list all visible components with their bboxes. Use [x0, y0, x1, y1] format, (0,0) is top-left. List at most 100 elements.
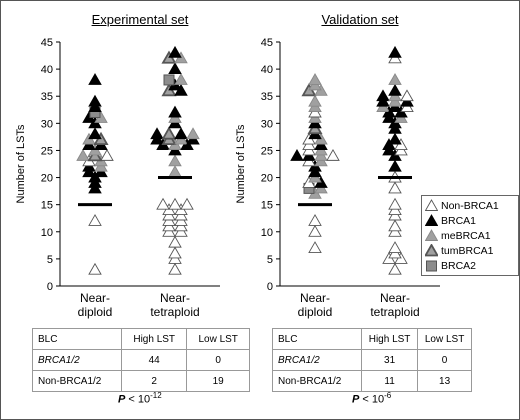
y-tick-label: 35 — [261, 91, 273, 103]
data-point — [88, 127, 102, 140]
data-point — [161, 126, 177, 140]
data-point — [308, 224, 322, 237]
validation-set-title: Validation set — [321, 12, 399, 27]
legend-marker-shape — [425, 199, 438, 211]
legend: Non-BRCA1 BRCA1 meBRCA1 tumBRCA1 BRCA2 — [421, 195, 519, 276]
cell-high: 11 — [360, 370, 419, 392]
data-point — [88, 73, 102, 85]
y-tick-label: 20 — [261, 173, 273, 185]
header-low-lst: Low LST — [186, 328, 250, 350]
data-point — [168, 165, 182, 178]
data-point — [168, 62, 182, 75]
header-low-lst: Low LST — [417, 328, 472, 350]
experimental-set-title: Experimental set — [91, 12, 189, 27]
legend-label: meBRCA1 — [441, 229, 491, 242]
category-label: Near- — [380, 291, 410, 305]
data-point — [168, 235, 182, 248]
cell-high: 44 — [120, 349, 188, 371]
legend-item: BRCA2 — [425, 258, 515, 273]
data-point — [168, 262, 182, 275]
legend-item: meBRCA1 — [425, 228, 515, 243]
data-point — [326, 148, 340, 161]
legend-marker-shape — [425, 214, 438, 226]
data-point — [168, 154, 182, 167]
y-tick-label: 25 — [41, 145, 53, 157]
y-tick-label: 30 — [41, 118, 53, 130]
cell-high: 31 — [360, 349, 419, 371]
data-point — [388, 241, 402, 253]
category-label: tetraploid — [370, 305, 419, 319]
data-point — [168, 246, 182, 259]
y-tick-label: 15 — [41, 200, 53, 212]
data-point — [174, 73, 188, 85]
y-tick-label: 45 — [41, 37, 53, 49]
data-point — [308, 94, 322, 107]
category-label: tetraploid — [150, 305, 199, 319]
row-label: BRCA1/2 — [32, 349, 122, 371]
y-tick-label: 15 — [261, 200, 273, 212]
data-point — [186, 127, 200, 140]
legend-marker — [425, 199, 438, 211]
y-tick-label: 40 — [41, 64, 53, 76]
p-exponent: -6 — [384, 391, 392, 400]
category-label: diploid — [78, 305, 113, 319]
table-header-row: BLC High LST Low LST — [32, 328, 250, 350]
data-point — [388, 219, 402, 232]
category-label: Near- — [300, 291, 330, 305]
data-point — [388, 83, 402, 96]
data-point — [88, 214, 102, 226]
data-point — [168, 105, 182, 118]
data-point — [163, 74, 175, 86]
cell-high: 2 — [120, 370, 188, 392]
category-label: Near- — [160, 291, 190, 305]
data-point — [156, 197, 170, 210]
validation-table: BLC High LST Low LST BRCA1/2 31 0 Non-BR… — [272, 328, 472, 392]
legend-marker — [425, 214, 438, 226]
y-tick-label: 10 — [41, 227, 53, 239]
cell-low: 13 — [417, 370, 472, 392]
data-point — [168, 45, 182, 58]
row-label: Non-BRCA1/2 — [32, 370, 122, 392]
data-point — [388, 262, 402, 275]
y-tick-label: 10 — [261, 227, 273, 239]
table-row: BRCA1/2 44 0 — [32, 349, 250, 371]
data-point — [388, 159, 402, 172]
data-point — [308, 73, 322, 85]
data-point — [308, 241, 322, 253]
y-tick-label: 0 — [267, 281, 273, 293]
legend-label: BRCA2 — [441, 259, 477, 272]
experimental-table: BLC High LST Low LST BRCA1/2 44 0 Non-BR… — [32, 328, 250, 392]
p-text: < 10 — [359, 393, 385, 406]
row-label: BRCA1/2 — [272, 349, 362, 371]
legend-label: tumBRCA1 — [441, 244, 494, 257]
table-header-row: BLC High LST Low LST — [272, 328, 472, 350]
legend-marker-shape — [425, 244, 438, 257]
y-tick-label: 40 — [261, 64, 273, 76]
data-point — [76, 148, 90, 161]
header-blc: BLC — [32, 328, 122, 350]
data-point — [88, 262, 102, 275]
cell-low: 19 — [186, 370, 250, 392]
legend-marker — [425, 244, 438, 257]
header-high-lst: High LST — [360, 328, 419, 350]
table-row: BRCA1/2 31 0 — [272, 349, 472, 371]
panel-0: 0 5 10 15 20 25 30 35 40 45 Number of LSTs Near-dip… — [15, 37, 220, 319]
data-point — [174, 127, 188, 140]
data-point — [376, 89, 390, 102]
legend-marker-shape — [425, 229, 438, 241]
y-tick-label: 30 — [261, 118, 273, 130]
y-tick-label: 35 — [41, 91, 53, 103]
y-tick-label: 25 — [261, 145, 273, 157]
table-row: Non-BRCA1/2 11 13 — [272, 370, 472, 392]
legend-marker-shape — [426, 260, 437, 272]
legend-label: BRCA1 — [441, 214, 477, 227]
data-point — [290, 148, 304, 161]
legend-item: BRCA1 — [425, 213, 515, 228]
legend-item: tumBRCA1 — [425, 243, 515, 258]
data-point — [388, 73, 402, 85]
data-point — [100, 148, 114, 161]
cell-low: 0 — [186, 349, 250, 371]
data-point — [180, 197, 194, 210]
data-point — [168, 197, 182, 210]
